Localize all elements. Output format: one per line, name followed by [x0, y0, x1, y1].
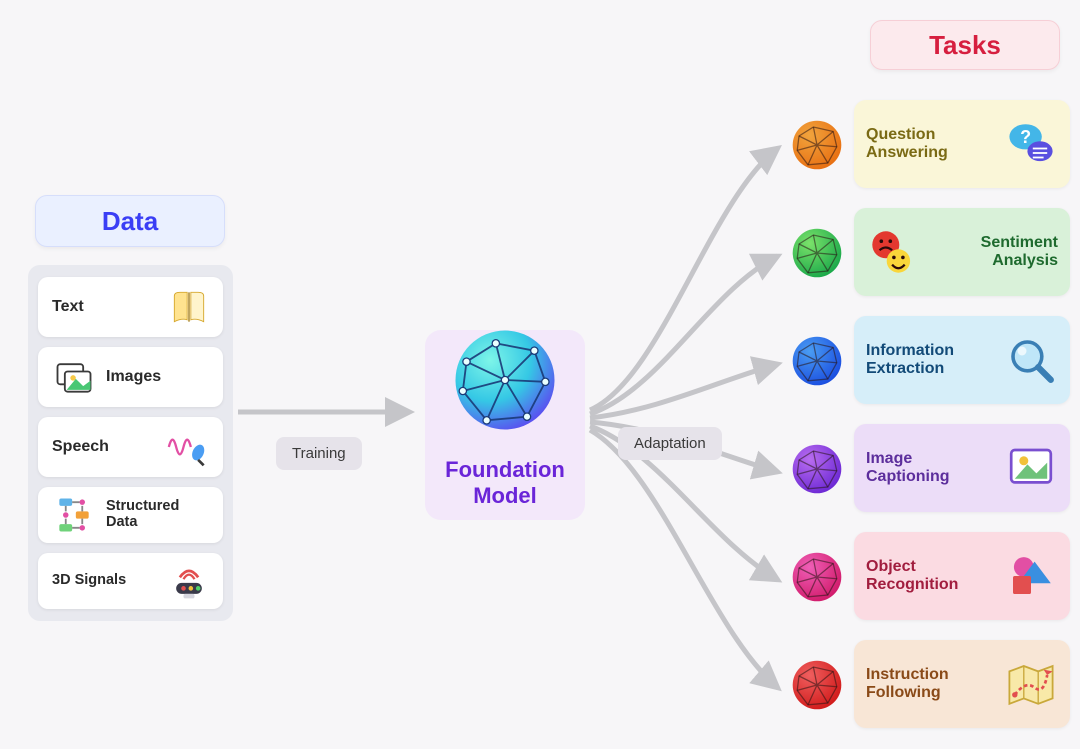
task-sphere-icon [790, 226, 844, 280]
data-item-label: Images [106, 368, 161, 386]
tasks-header: Tasks [870, 20, 1060, 70]
task-arrow-1 [590, 148, 778, 410]
map-route-icon [1004, 657, 1058, 711]
task-sphere-icon [790, 550, 844, 604]
shapes-icon [1004, 549, 1058, 603]
microphone-wave-icon [167, 425, 211, 469]
task-item: QuestionAnswering ? [854, 100, 1070, 188]
faces-sentiment-icon [866, 225, 920, 279]
signal-device-icon [167, 559, 211, 603]
data-item-images: Images [38, 347, 223, 407]
task-item: ObjectRecognition [854, 532, 1070, 620]
task-label: ObjectRecognition [866, 558, 996, 595]
data-item-label: 3D Signals [52, 573, 126, 589]
task-label: InformationExtraction [866, 342, 996, 379]
data-item-label: Structured Data [106, 499, 211, 531]
photos-icon [52, 355, 96, 399]
fm-label-line2: Model [473, 483, 537, 508]
training-pill: Training [276, 437, 362, 470]
data-item-speech: Speech [38, 417, 223, 477]
task-label: QuestionAnswering [866, 126, 996, 163]
chat-bubbles-icon: ? [1004, 117, 1058, 171]
task-item: InstructionFollowing [854, 640, 1070, 728]
picture-icon [1004, 441, 1058, 495]
data-item-label: Text [52, 298, 84, 316]
foundation-model-box: Foundation Model [425, 330, 585, 520]
data-item-3dsignals: 3D Signals [38, 553, 223, 609]
task-item: InformationExtraction [854, 316, 1070, 404]
task-sphere-icon [790, 658, 844, 712]
task-label: InstructionFollowing [866, 666, 996, 703]
book-icon [167, 285, 211, 329]
tasks-list: QuestionAnswering ? SentimentAnalysis In… [854, 100, 1070, 728]
task-sphere-icon [790, 118, 844, 172]
adaptation-pill: Adaptation [618, 427, 722, 460]
data-list: Text Images Speech [28, 265, 233, 621]
data-item-text: Text [38, 277, 223, 337]
svg-text:?: ? [1020, 127, 1031, 147]
fm-label-line1: Foundation [445, 457, 565, 482]
task-arrow-3 [590, 364, 778, 418]
data-header: Data [35, 195, 225, 247]
task-arrow-2 [590, 256, 778, 414]
data-item-structured: Structured Data [38, 487, 223, 543]
data-item-label: Speech [52, 438, 109, 456]
task-arrow-6 [590, 430, 778, 688]
flowchart-icon [52, 493, 96, 537]
foundation-model-label: Foundation Model [445, 457, 565, 508]
task-label: ImageCaptioning [866, 450, 996, 487]
task-label: SentimentAnalysis [928, 234, 1058, 271]
task-item: SentimentAnalysis [854, 208, 1070, 296]
foundation-sphere-icon [450, 325, 560, 435]
task-sphere-icon [790, 334, 844, 388]
task-item: ImageCaptioning [854, 424, 1070, 512]
task-sphere-icon [790, 442, 844, 496]
magnifier-icon [1004, 333, 1058, 387]
